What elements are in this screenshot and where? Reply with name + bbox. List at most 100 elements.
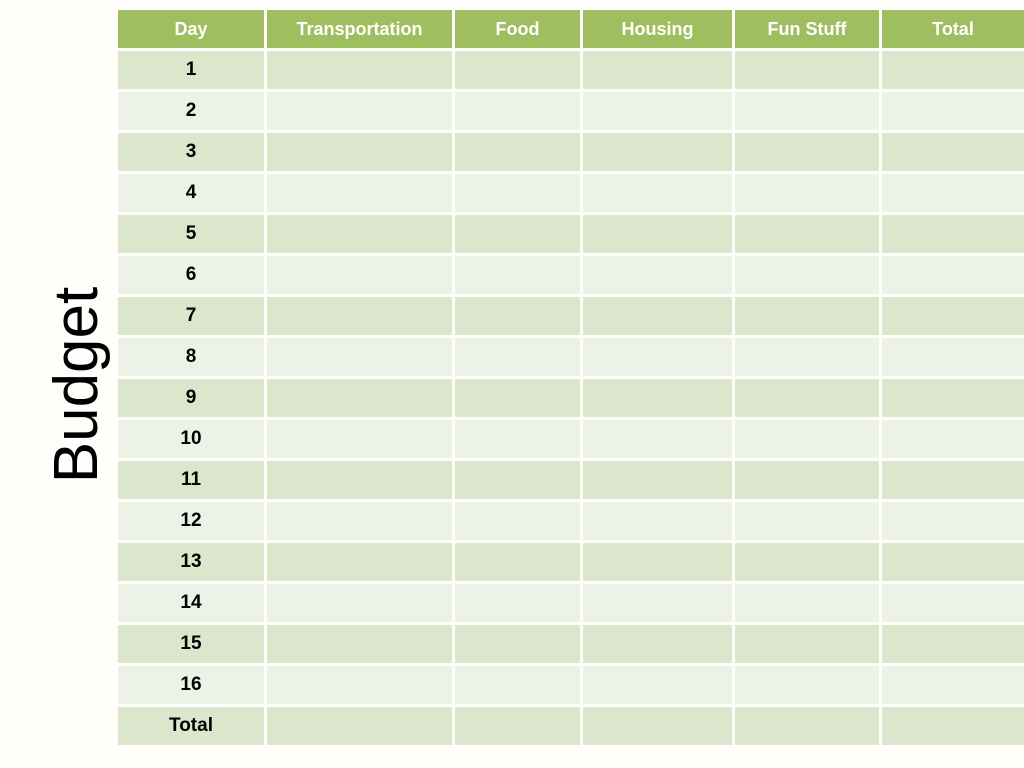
table-cell[interactable] (583, 51, 732, 89)
table-cell[interactable] (882, 666, 1024, 704)
table-cell[interactable] (267, 461, 452, 499)
table-cell[interactable] (455, 502, 580, 540)
table-cell[interactable] (583, 297, 732, 335)
table-cell[interactable] (735, 51, 879, 89)
table-cell[interactable] (735, 338, 879, 376)
table-cell[interactable] (882, 133, 1024, 171)
table-cell[interactable] (735, 666, 879, 704)
table-cell[interactable] (583, 625, 732, 663)
table-cell[interactable] (267, 133, 452, 171)
table-cell[interactable] (267, 51, 452, 89)
table-cell[interactable] (267, 338, 452, 376)
table-cell[interactable] (583, 215, 732, 253)
table-cell[interactable] (267, 420, 452, 458)
table-cell[interactable] (882, 256, 1024, 294)
column-header-total: Total (882, 10, 1024, 48)
table-cell[interactable] (455, 51, 580, 89)
table-cell[interactable] (735, 707, 879, 745)
table-cell[interactable] (267, 625, 452, 663)
table-cell[interactable] (455, 543, 580, 581)
table-cell[interactable] (583, 420, 732, 458)
row-label-day: 16 (118, 666, 264, 704)
table-cell[interactable] (583, 707, 732, 745)
table-cell[interactable] (455, 584, 580, 622)
table-cell[interactable] (267, 502, 452, 540)
row-label-day: 10 (118, 420, 264, 458)
table-cell[interactable] (583, 174, 732, 212)
table-cell[interactable] (267, 666, 452, 704)
table-cell[interactable] (735, 256, 879, 294)
table-cell[interactable] (267, 215, 452, 253)
table-cell[interactable] (882, 461, 1024, 499)
table-cell[interactable] (735, 133, 879, 171)
table-cell[interactable] (882, 379, 1024, 417)
table-cell[interactable] (735, 502, 879, 540)
table-cell[interactable] (455, 625, 580, 663)
table-cell[interactable] (735, 420, 879, 458)
table-cell[interactable] (267, 543, 452, 581)
table-cell[interactable] (735, 215, 879, 253)
row-label-day: 9 (118, 379, 264, 417)
table-cell[interactable] (882, 625, 1024, 663)
row-label-day: 14 (118, 584, 264, 622)
table-cell[interactable] (882, 502, 1024, 540)
table-cell[interactable] (455, 174, 580, 212)
table-cell[interactable] (455, 420, 580, 458)
table-cell[interactable] (583, 666, 732, 704)
table-cell[interactable] (455, 256, 580, 294)
table-cell[interactable] (882, 174, 1024, 212)
row-label-day: 7 (118, 297, 264, 335)
table-cell[interactable] (882, 584, 1024, 622)
table-cell[interactable] (267, 92, 452, 130)
table-cell[interactable] (583, 543, 732, 581)
table-cell[interactable] (583, 461, 732, 499)
table-cell[interactable] (455, 707, 580, 745)
row-label-day: 12 (118, 502, 264, 540)
table-cell[interactable] (735, 543, 879, 581)
table-cell[interactable] (583, 92, 732, 130)
table-cell[interactable] (455, 92, 580, 130)
table-cell[interactable] (455, 666, 580, 704)
table-cell[interactable] (455, 338, 580, 376)
table-cell[interactable] (455, 461, 580, 499)
table-cell[interactable] (882, 51, 1024, 89)
row-label-day: 5 (118, 215, 264, 253)
table-cell[interactable] (735, 174, 879, 212)
table-cell[interactable] (267, 379, 452, 417)
table-cell[interactable] (267, 256, 452, 294)
table-cell[interactable] (882, 707, 1024, 745)
table-cell[interactable] (735, 584, 879, 622)
table-cell[interactable] (735, 297, 879, 335)
table-cell[interactable] (735, 92, 879, 130)
table-cell[interactable] (583, 379, 732, 417)
table-cell[interactable] (267, 707, 452, 745)
table-cell[interactable] (882, 543, 1024, 581)
row-label-day: 6 (118, 256, 264, 294)
table-cell[interactable] (583, 584, 732, 622)
table-cell[interactable] (882, 92, 1024, 130)
table-cell[interactable] (455, 133, 580, 171)
table-cell[interactable] (455, 379, 580, 417)
table-cell[interactable] (882, 420, 1024, 458)
table-cell[interactable] (735, 379, 879, 417)
row-label-day: 15 (118, 625, 264, 663)
table-cell[interactable] (735, 625, 879, 663)
table-cell[interactable] (882, 297, 1024, 335)
column-header-housing: Housing (583, 10, 732, 48)
table-cell[interactable] (455, 215, 580, 253)
table-cell[interactable] (267, 584, 452, 622)
table-cell[interactable] (882, 215, 1024, 253)
column-header-transportation: Transportation (267, 10, 452, 48)
table-cell[interactable] (882, 338, 1024, 376)
budget-table: Day Transportation Food Housing Fun Stuf… (118, 10, 1024, 745)
table-cell[interactable] (583, 133, 732, 171)
column-header-day: Day (118, 10, 264, 48)
table-cell[interactable] (583, 502, 732, 540)
table-cell[interactable] (455, 297, 580, 335)
row-label-day: 8 (118, 338, 264, 376)
table-cell[interactable] (583, 338, 732, 376)
table-cell[interactable] (267, 297, 452, 335)
table-cell[interactable] (267, 174, 452, 212)
table-cell[interactable] (583, 256, 732, 294)
table-cell[interactable] (735, 461, 879, 499)
